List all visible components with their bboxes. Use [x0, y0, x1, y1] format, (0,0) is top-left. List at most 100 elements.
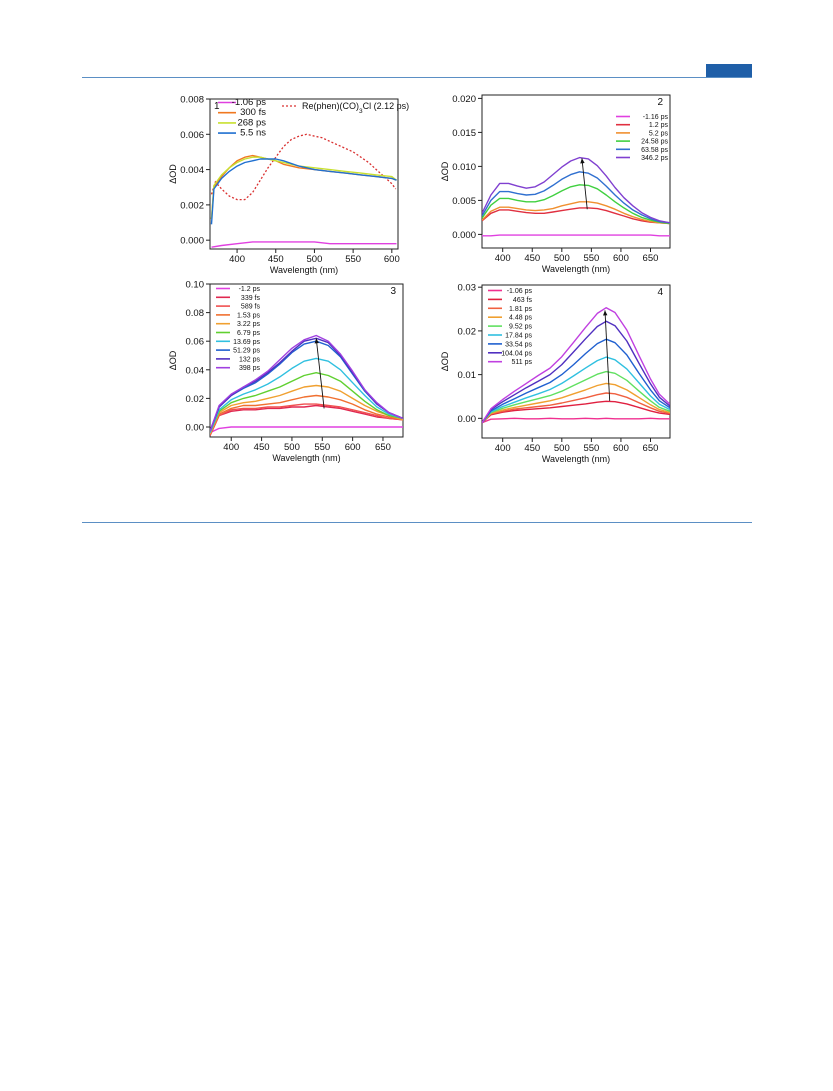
- x-tick-label: 450: [524, 443, 540, 454]
- legend-entry-reference: Re(phen)(CO)3Cl (2.12 ps): [302, 101, 409, 115]
- y-tick-label: 0.000: [180, 236, 204, 247]
- x-tick-label: 500: [554, 253, 570, 264]
- series-line: [482, 400, 670, 424]
- trend-arrow: [581, 158, 588, 210]
- y-axis-label: ΔOD: [168, 350, 178, 370]
- y-tick-label: 0.002: [180, 200, 204, 211]
- y-axis-label: ΔOD: [168, 164, 178, 184]
- chart-panel-4: 400 450 500 550 600 650 0.00 0.01 0.02 0.03 Wavele…: [440, 283, 671, 464]
- y-tick-label: 0.010: [452, 162, 476, 173]
- series-line: [210, 394, 403, 435]
- legend-entry: 6.79 ps: [237, 330, 260, 337]
- header-tab: [706, 64, 752, 77]
- series-line: [482, 338, 670, 424]
- x-tick-label: 550: [345, 254, 361, 265]
- legend-entry: 1.2 ps: [649, 122, 669, 129]
- x-axis-label: Wavelength (nm): [272, 453, 340, 463]
- legend-entry: 63.58 ps: [641, 147, 668, 154]
- series-line: [210, 403, 403, 436]
- y-tick-label: 0.03: [458, 283, 477, 294]
- legend-entry: 9.52 ps: [509, 324, 532, 331]
- legend-entry: -1.06 ps: [507, 288, 533, 295]
- legend-entry: 398 ps: [239, 365, 261, 372]
- legend-entry: 268 ps: [237, 117, 266, 128]
- x-tick-label: 400: [229, 254, 245, 265]
- plot-frame: [209, 283, 404, 438]
- y-tick-label: 0.006: [180, 130, 204, 141]
- series-line: [210, 158, 397, 225]
- series-line: [210, 156, 397, 220]
- legend-entry: -1.2 ps: [239, 286, 261, 293]
- y-tick-label: 0.004: [180, 165, 204, 176]
- y-tick-label: 0.04: [186, 365, 205, 376]
- x-tick-label: 650: [643, 443, 659, 454]
- y-tick-label: 0.00: [458, 414, 477, 425]
- x-tick-label: 550: [583, 443, 599, 454]
- series-line: [482, 171, 670, 224]
- panel-label: 2: [657, 97, 663, 108]
- x-axis-label: Wavelength (nm): [542, 264, 610, 274]
- y-tick-label: 0.005: [452, 196, 476, 207]
- x-tick-label: 450: [524, 253, 540, 264]
- legend-entry: 24.58 ps: [641, 139, 668, 146]
- x-tick-label: 650: [643, 253, 659, 264]
- y-tick-label: 0.06: [186, 337, 205, 348]
- series-line: [482, 417, 670, 424]
- trend-arrow: [604, 310, 611, 401]
- series-line: [482, 370, 670, 424]
- series-line: [482, 307, 670, 424]
- x-tick-label: 600: [613, 253, 629, 264]
- series-line: [482, 356, 670, 424]
- legend-entry: 104.04 ps: [501, 350, 532, 357]
- x-axis-label: Wavelength (nm): [270, 265, 338, 275]
- series-line: [211, 241, 397, 248]
- legend-entry: 3.22 ps: [237, 321, 260, 328]
- y-tick-label: 0.02: [458, 326, 477, 337]
- legend-entry: 589 fs: [241, 304, 261, 311]
- x-tick-label: 400: [495, 443, 511, 454]
- x-tick-label: 550: [583, 253, 599, 264]
- y-axis-label: ΔOD: [440, 161, 450, 181]
- y-tick-label: 0.008: [180, 95, 204, 106]
- y-tick-label: 0.08: [186, 308, 205, 319]
- legend-entry: 51.29 ps: [233, 348, 260, 355]
- y-tick-label: 0.02: [186, 394, 205, 405]
- series-line: [482, 207, 670, 225]
- series-line: [482, 392, 670, 424]
- legend-entry: 4.48 ps: [509, 315, 532, 322]
- panel-label: 4: [657, 287, 663, 298]
- x-tick-label: 450: [254, 442, 270, 453]
- panel-label: 1: [214, 101, 220, 112]
- series-line: [210, 404, 403, 436]
- y-tick-label: 0.000: [452, 230, 476, 241]
- x-tick-label: 600: [345, 442, 361, 453]
- plot-frame: [481, 284, 671, 439]
- series-line: [482, 320, 670, 424]
- legend-entry: -1.06 ps: [232, 97, 267, 108]
- x-tick-label: 500: [554, 443, 570, 454]
- y-tick-label: 0.015: [452, 128, 476, 139]
- legend-entry: 17.84 ps: [505, 333, 532, 340]
- legend-entry: 346.2 ps: [641, 155, 668, 162]
- legend-entry: 13.69 ps: [233, 339, 260, 346]
- footer-rule: [82, 522, 752, 523]
- series-line: [210, 357, 403, 433]
- chart-panel-2: 400 450 500 550 600 650 0.000 0.005 0.010 0.015 0.…: [440, 94, 671, 274]
- chart-panel-3: 400 450 500 550 600 650 0.00 0.02 0.04 0.06 0.08 0.…: [168, 280, 404, 463]
- legend-entry: 33.54 ps: [505, 341, 532, 348]
- plot-frame: [481, 94, 671, 249]
- trend-arrow-head: [580, 158, 585, 164]
- y-tick-label: 0.020: [452, 94, 476, 105]
- x-tick-label: 400: [223, 442, 239, 453]
- legend-entry: 1.53 ps: [237, 312, 260, 319]
- plot-frame: [209, 98, 399, 250]
- x-tick-label: 500: [284, 442, 300, 453]
- x-tick-label: 450: [268, 254, 284, 265]
- trend-arrow-head: [603, 310, 608, 316]
- trend-arrow-head: [314, 338, 319, 344]
- x-tick-label: 500: [307, 254, 323, 265]
- x-tick-label: 650: [375, 442, 391, 453]
- y-tick-label: 0.00: [186, 422, 205, 433]
- chart-panel-1: 400 450 500 550 600 0.000 0.002 0.004 0.006 0.008…: [168, 95, 409, 276]
- x-tick-label: 550: [314, 442, 330, 453]
